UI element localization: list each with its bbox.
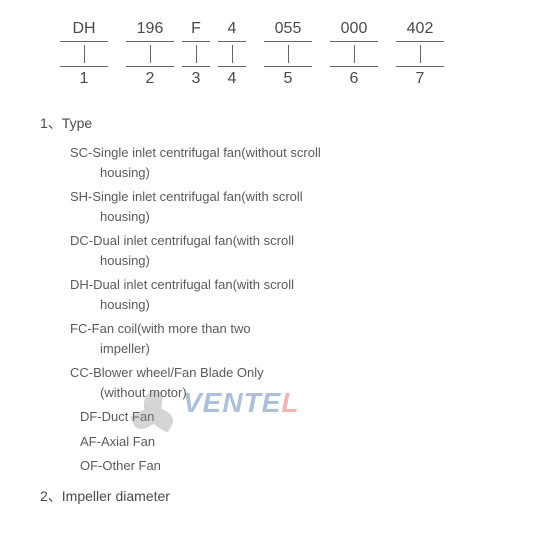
code-bottom-value: 2 — [126, 66, 174, 88]
section-1-header: 1、Type — [40, 113, 511, 133]
code-top-value: 4 — [218, 20, 246, 42]
definition-sub: housing) — [100, 295, 511, 315]
code-top-value: 402 — [396, 20, 444, 42]
code-bottom-value: 1 — [60, 66, 108, 88]
connector-line — [420, 45, 421, 63]
type-definitions: SC-Single inlet centrifugal fan(without … — [70, 143, 511, 476]
connector-line — [84, 45, 85, 63]
code-top-value: 000 — [330, 20, 378, 42]
connector-line — [232, 45, 233, 63]
definition-item: FC-Fan coil(with more than two — [70, 319, 511, 339]
code-bottom-value: 7 — [396, 66, 444, 88]
code-bottom-value: 5 — [264, 66, 312, 88]
code-segment: DH 1 — [60, 20, 108, 88]
definition-item: DH-Dual inlet centrifugal fan(with scrol… — [70, 275, 511, 295]
code-segment: 402 7 — [396, 20, 444, 88]
definition-item: DC-Dual inlet centrifugal fan(with scrol… — [70, 231, 511, 251]
model-code-table: DH11962F344055500064027 — [60, 20, 511, 88]
code-bottom-value: 6 — [330, 66, 378, 88]
connector-line — [354, 45, 355, 63]
definition-sub: housing) — [100, 163, 511, 183]
code-bottom-value: 3 — [182, 66, 210, 88]
code-segment: 44 — [218, 20, 246, 88]
code-top-value: DH — [60, 20, 108, 42]
definition-sub: housing) — [100, 207, 511, 227]
connector-line — [150, 45, 151, 63]
definition-item: OF-Other Fan — [80, 456, 511, 476]
code-bottom-value: 4 — [218, 66, 246, 88]
definition-item: SH-Single inlet centrifugal fan(with scr… — [70, 187, 511, 207]
definition-item: SC-Single inlet centrifugal fan(without … — [70, 143, 511, 163]
connector-line — [288, 45, 289, 63]
definition-sub: housing) — [100, 251, 511, 271]
code-segment: 1962 — [126, 20, 174, 88]
definition-item: CC-Blower wheel/Fan Blade Only — [70, 363, 511, 383]
code-top-value: F — [182, 20, 210, 42]
section-2-header: 2、Impeller diameter — [40, 486, 511, 506]
definition-sub: (without motor) — [100, 383, 511, 403]
code-segment: 055 5 — [264, 20, 312, 88]
code-segment: 000 6 — [330, 20, 378, 88]
definition-sub: impeller) — [100, 339, 511, 359]
definition-item: AF-Axial Fan — [80, 432, 511, 452]
connector-line — [196, 45, 197, 63]
definition-item: DF-Duct Fan — [80, 407, 511, 427]
code-top-value: 055 — [264, 20, 312, 42]
code-segment: F3 — [182, 20, 210, 88]
code-top-value: 196 — [126, 20, 174, 42]
